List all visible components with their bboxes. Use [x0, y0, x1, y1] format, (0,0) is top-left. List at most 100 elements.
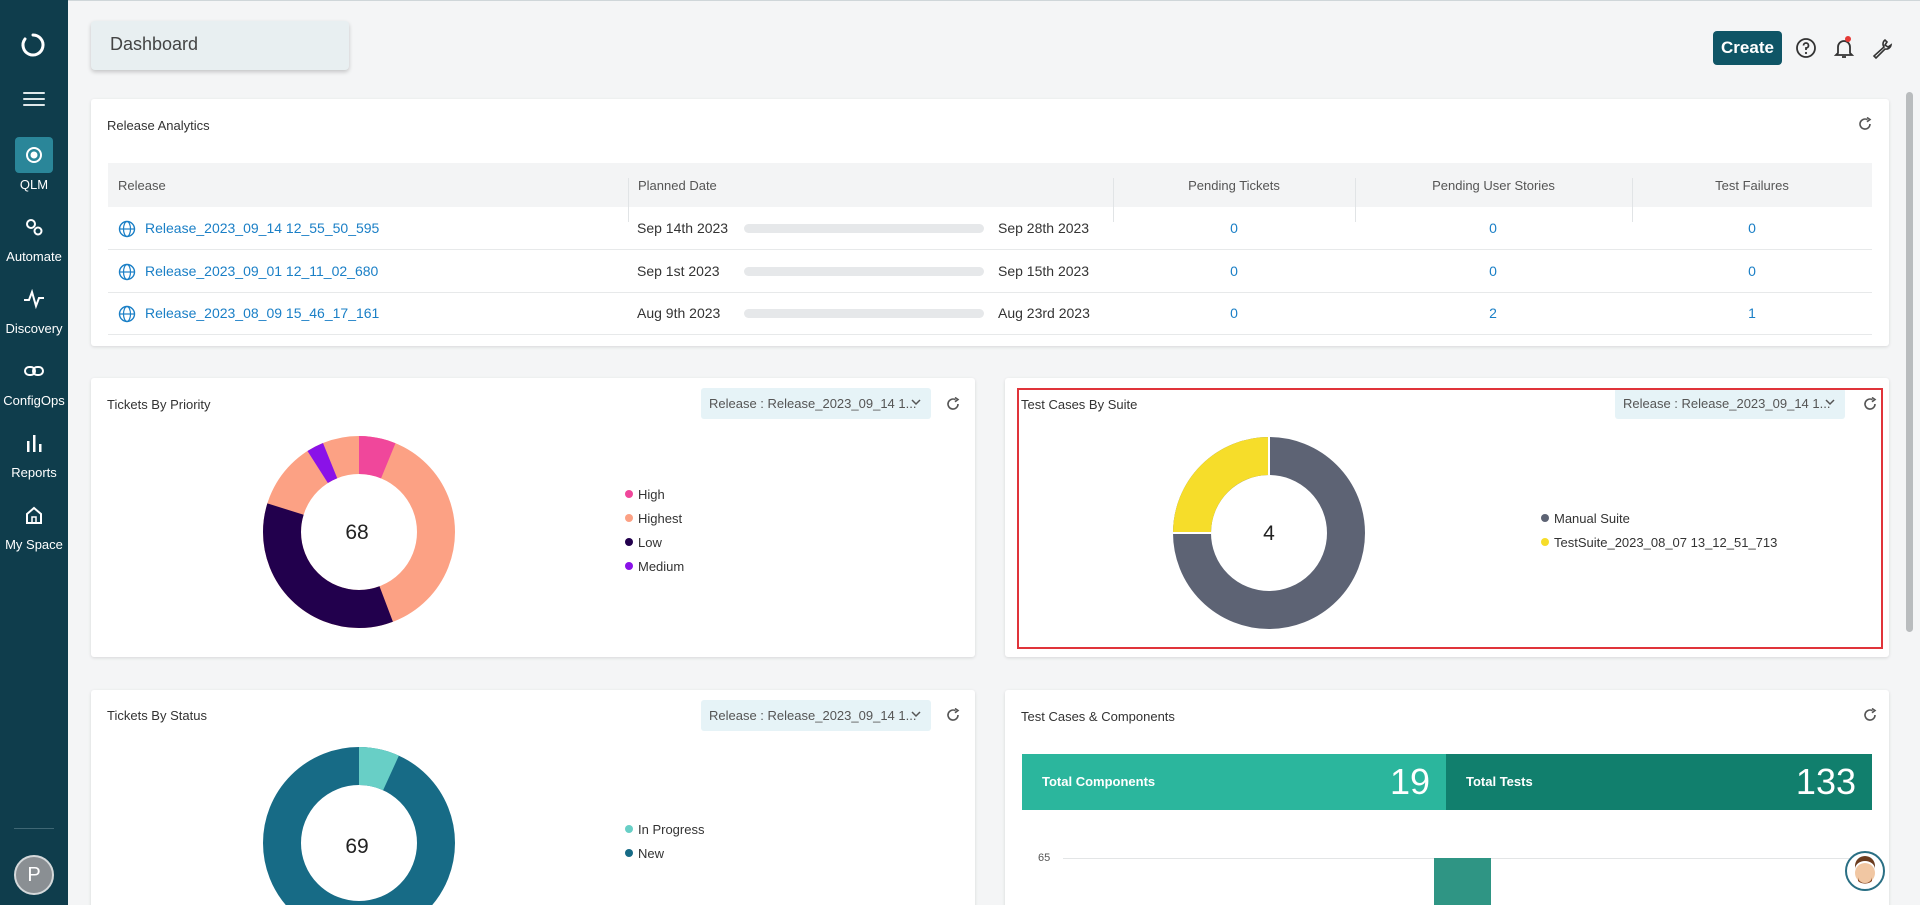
release-analytics-card: Release Analytics Release Planned Date P…	[91, 99, 1889, 346]
chart-bar[interactable]	[1434, 858, 1491, 905]
sidebar-item-discovery[interactable]: Discovery	[0, 281, 68, 336]
pending-stories-link[interactable]: 0	[1489, 220, 1497, 236]
release-progress-bar	[744, 224, 984, 233]
card-title: Tickets By Priority	[107, 397, 211, 412]
legend-dot	[625, 538, 633, 546]
legend-dot	[1541, 514, 1549, 522]
bell-icon[interactable]	[1832, 36, 1856, 60]
chevron-down-icon	[911, 711, 921, 718]
legend-item[interactable]: High	[625, 482, 684, 506]
total-tests-box[interactable]: Total Tests 133	[1446, 754, 1872, 810]
sidebar-item-configops[interactable]: ConfigOps	[0, 353, 68, 408]
home-icon	[15, 497, 53, 533]
suite-donut-chart	[1173, 437, 1365, 629]
release-select[interactable]: Release : Release_2023_09_14 1...	[1615, 388, 1845, 419]
legend-item[interactable]: Manual Suite	[1541, 506, 1777, 530]
release-progress-bar	[744, 267, 984, 276]
column-header-release[interactable]: Release	[118, 178, 166, 193]
test-failures-link[interactable]: 0	[1748, 263, 1756, 279]
end-date: Sep 15th 2023	[998, 263, 1090, 279]
legend-item[interactable]: Low	[625, 530, 684, 554]
release-progress-bar	[744, 309, 984, 318]
globe-icon	[118, 305, 136, 323]
table-header: Release Planned Date Pending Tickets Pen…	[108, 163, 1872, 222]
refresh-icon[interactable]	[946, 397, 960, 411]
help-icon[interactable]	[1794, 36, 1818, 60]
sidebar-item-my-space[interactable]: My Space	[0, 497, 68, 552]
donut-segment-high[interactable]	[263, 436, 455, 628]
column-header-pending-user-stories[interactable]: Pending User Stories	[1432, 178, 1555, 193]
wrench-icon[interactable]	[1870, 36, 1894, 60]
legend-dot	[625, 825, 633, 833]
total-components-value: 19	[1389, 761, 1430, 802]
chat-assistant-avatar[interactable]	[1845, 851, 1885, 891]
release-link[interactable]: Release_2023_08_09 15_46_17_161	[145, 305, 380, 321]
table-row: Release_2023_09_01 12_11_02_680 Sep 1st …	[108, 251, 1872, 293]
qlm-icon	[15, 137, 53, 173]
test-failures-link[interactable]: 0	[1748, 220, 1756, 236]
end-date: Aug 23rd 2023	[998, 305, 1090, 321]
pending-stories-link[interactable]: 0	[1489, 263, 1497, 279]
start-date: Aug 9th 2023	[637, 305, 721, 321]
card-title: Release Analytics	[107, 118, 210, 133]
release-link[interactable]: Release_2023_09_14 12_55_50_595	[145, 220, 380, 236]
test-failures-link[interactable]: 1	[1748, 305, 1756, 321]
column-header-test-failures[interactable]: Test Failures	[1715, 178, 1789, 193]
refresh-icon[interactable]	[1858, 117, 1872, 131]
pending-tickets-link[interactable]: 0	[1230, 220, 1238, 236]
donut-segment-in-progress[interactable]	[263, 747, 455, 905]
chart-legend: Manual Suite TestSuite_2023_08_07 13_12_…	[1541, 506, 1777, 554]
test-cases-by-suite-card: Test Cases By Suite Release : Release_20…	[1005, 378, 1889, 657]
sidebar: QLM Automate Discovery ConfigOps Reports…	[0, 0, 68, 905]
sidebar-item-label: Discovery	[5, 321, 63, 336]
sidebar-item-reports[interactable]: Reports	[0, 425, 68, 480]
pending-tickets-link[interactable]: 0	[1230, 305, 1238, 321]
pending-stories-link[interactable]: 2	[1489, 305, 1497, 321]
release-select[interactable]: Release : Release_2023_09_14 1...	[701, 700, 931, 731]
legend-item[interactable]: Highest	[625, 506, 684, 530]
legend-item[interactable]: Medium	[625, 554, 684, 578]
pulse-icon	[15, 281, 53, 317]
create-button[interactable]: Create	[1713, 31, 1782, 65]
column-header-planned-date[interactable]: Planned Date	[638, 178, 717, 193]
refresh-icon[interactable]	[1863, 708, 1877, 722]
selection-highlight	[1017, 388, 1883, 649]
legend-item[interactable]: TestSuite_2023_08_07 13_12_51_713	[1541, 530, 1777, 554]
legend-dot	[625, 562, 633, 570]
sidebar-item-label: My Space	[5, 537, 63, 552]
refresh-icon[interactable]	[1863, 397, 1877, 411]
start-date: Sep 1st 2023	[637, 263, 720, 279]
globe-icon	[118, 220, 136, 238]
total-components-box[interactable]: Total Components 19	[1022, 754, 1446, 810]
donut-total: 69	[345, 835, 369, 858]
refresh-icon[interactable]	[946, 708, 960, 722]
legend-item[interactable]: In Progress	[625, 817, 704, 841]
sidebar-item-qlm[interactable]: QLM	[0, 137, 68, 192]
donut-total: 4	[1263, 522, 1275, 545]
legend-dot	[625, 849, 633, 857]
chart-legend: In Progress New	[625, 817, 704, 865]
top-divider	[68, 0, 1920, 1]
donut-segment-low[interactable]	[263, 436, 455, 628]
sidebar-item-label: QLM	[19, 177, 49, 192]
menu-toggle-icon[interactable]	[23, 92, 45, 108]
chevron-down-icon	[1825, 399, 1835, 406]
scrollbar[interactable]	[1906, 92, 1913, 632]
table-row: Release_2023_08_09 15_46_17_161 Aug 9th …	[108, 293, 1872, 335]
automate-gear-icon	[15, 209, 53, 245]
user-avatar[interactable]: P	[14, 855, 54, 895]
tickets-by-status-card: Tickets By Status Release : Release_2023…	[91, 690, 975, 905]
notification-dot	[1845, 36, 1851, 42]
sidebar-item-automate[interactable]: Automate	[0, 209, 68, 264]
column-header-pending-tickets[interactable]: Pending Tickets	[1188, 178, 1280, 193]
pending-tickets-link[interactable]: 0	[1230, 263, 1238, 279]
priority-donut-chart	[263, 436, 455, 628]
app-logo-icon[interactable]	[20, 32, 46, 58]
page-title[interactable]: Dashboard	[91, 21, 349, 70]
axis-tick-label: 65	[1038, 852, 1051, 864]
release-select[interactable]: Release : Release_2023_09_14 1...	[701, 388, 931, 419]
sidebar-item-label: Reports	[11, 465, 57, 480]
end-date: Sep 28th 2023	[998, 220, 1090, 236]
release-link[interactable]: Release_2023_09_01 12_11_02_680	[145, 263, 379, 279]
legend-item[interactable]: New	[625, 841, 704, 865]
